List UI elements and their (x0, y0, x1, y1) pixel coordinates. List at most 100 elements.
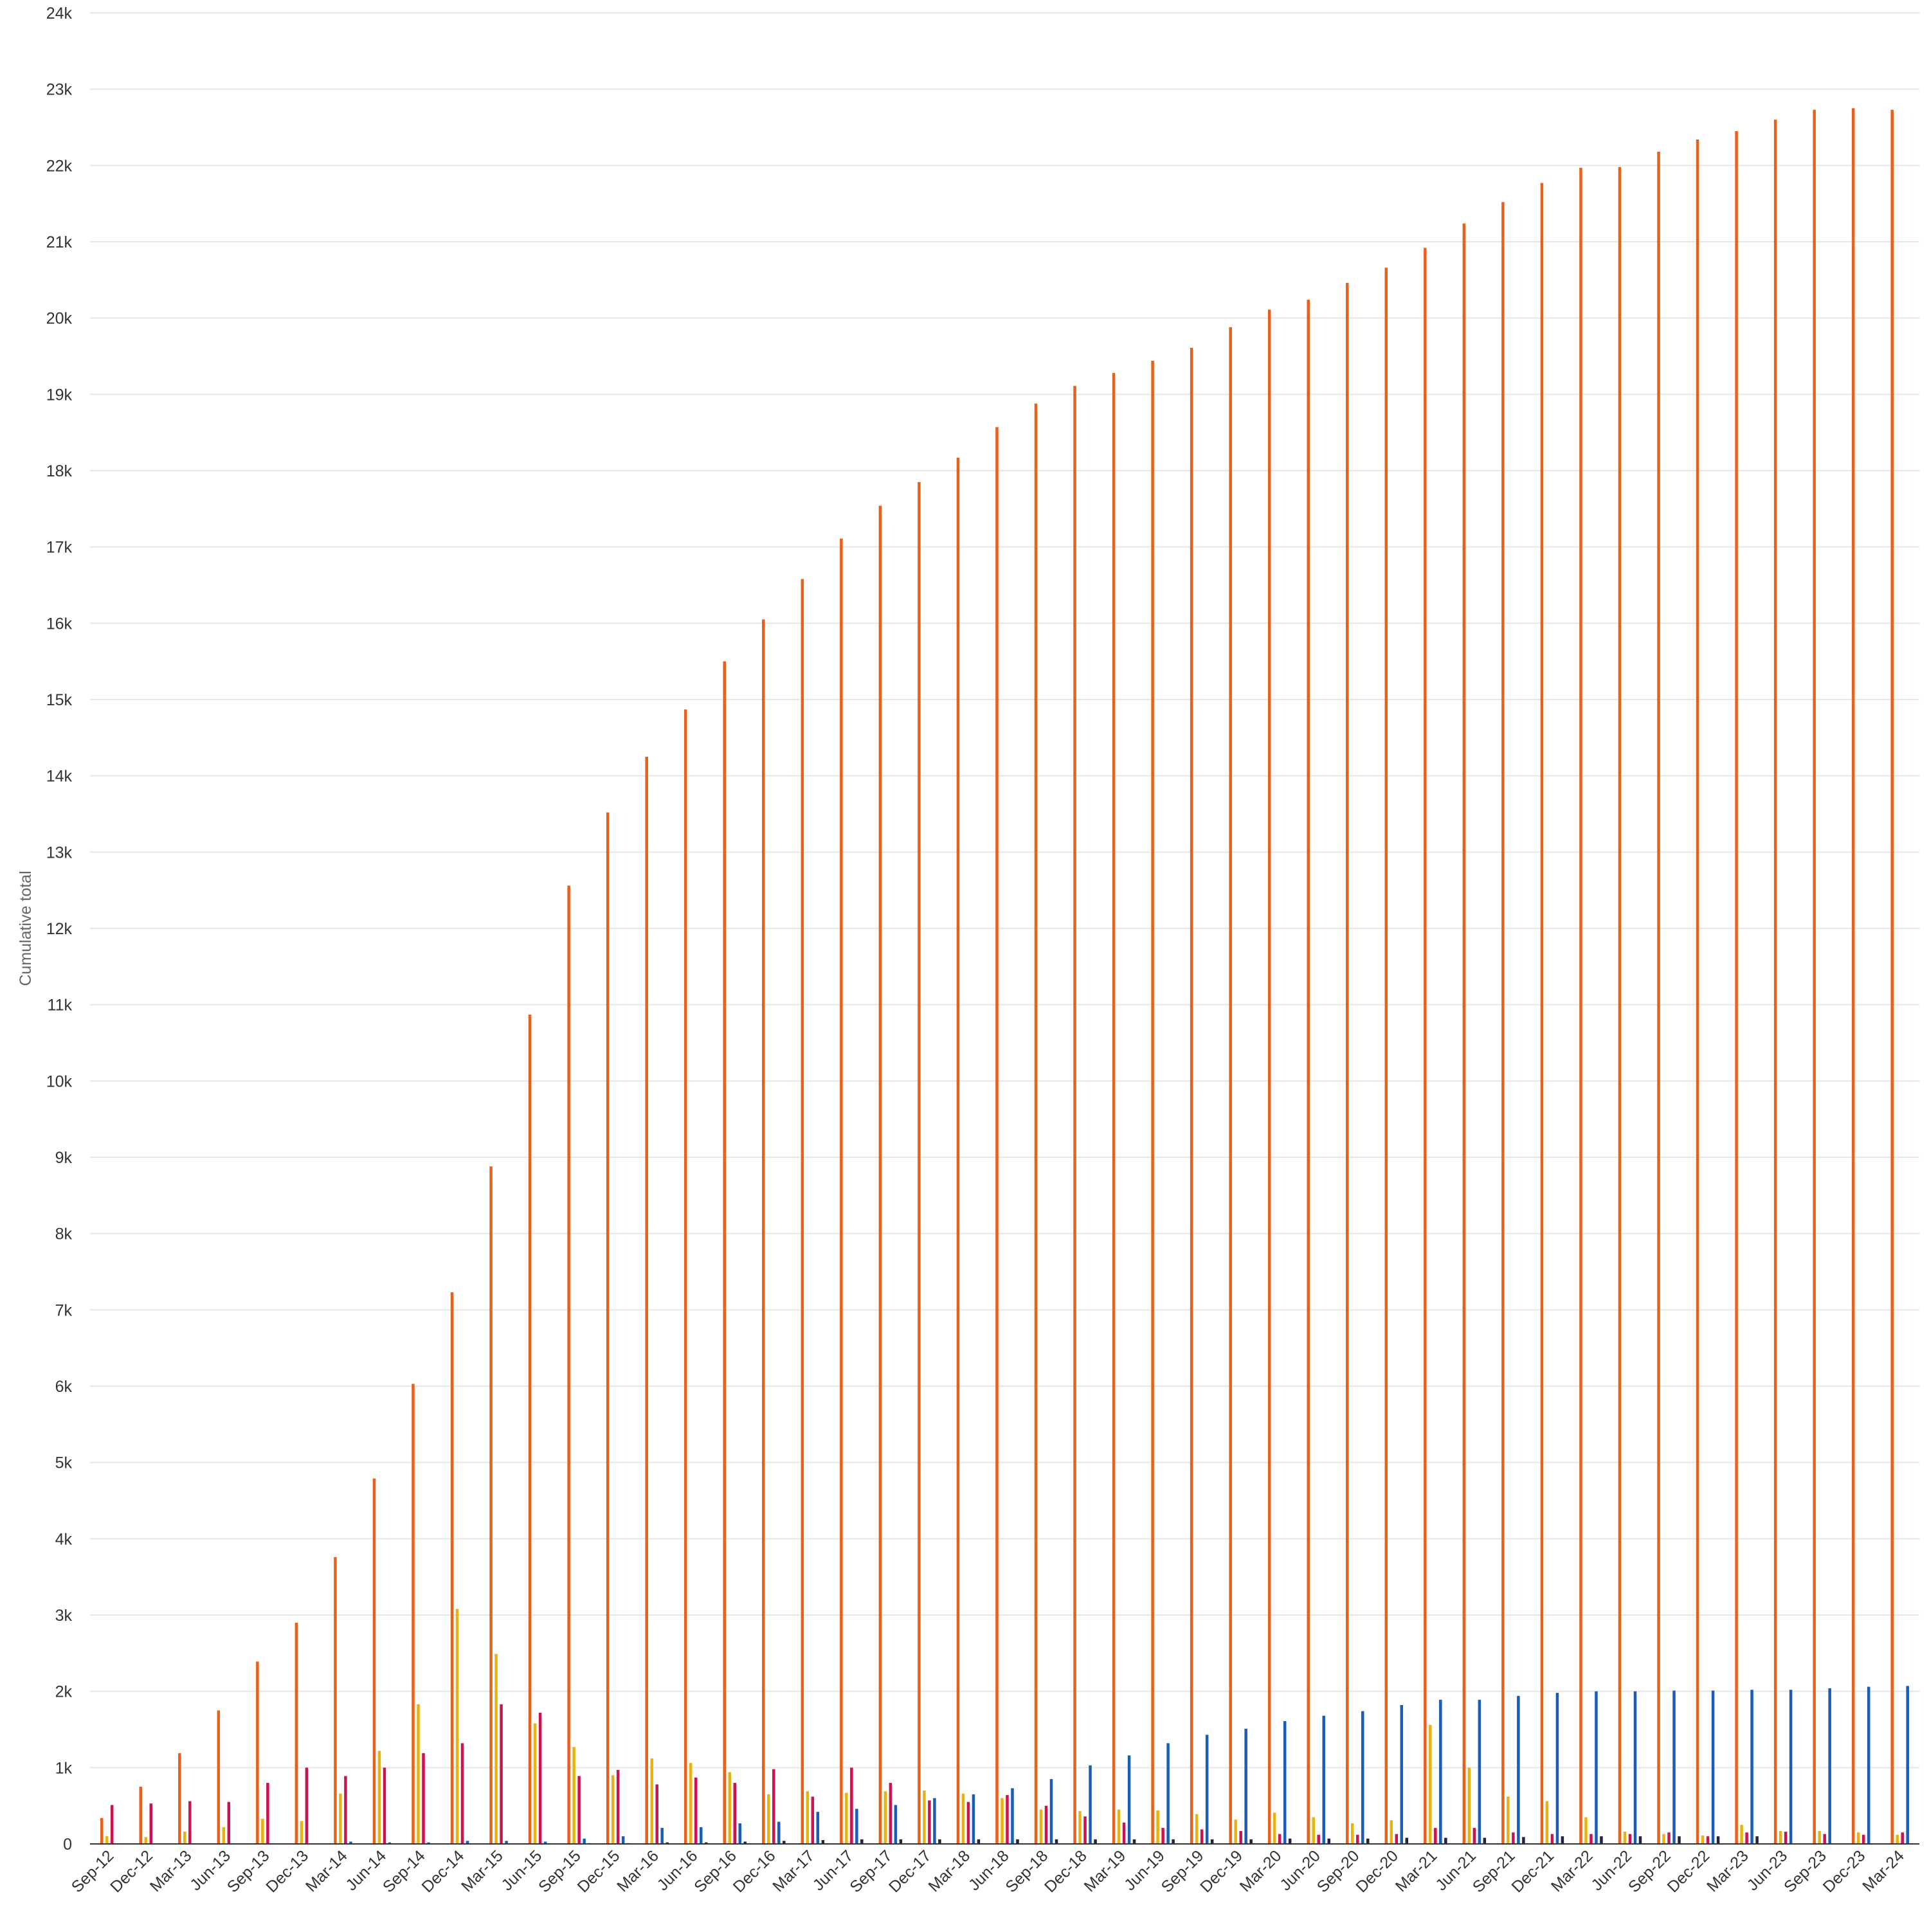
bar (899, 1839, 903, 1844)
x-tick-label: Mar-13 (147, 1846, 195, 1895)
bar (1861, 1834, 1865, 1844)
bar (1390, 1820, 1393, 1844)
bar (972, 1794, 975, 1844)
bar (1151, 361, 1154, 1844)
bar (1172, 1839, 1175, 1844)
x-tick-label: Sep-23 (1780, 1846, 1830, 1896)
y-tick-label: 23k (46, 81, 73, 99)
bar (1483, 1837, 1487, 1844)
bar (1623, 1832, 1627, 1844)
bar (261, 1818, 264, 1844)
bar (422, 1753, 425, 1844)
bar (1278, 1834, 1281, 1844)
bar (1011, 1788, 1014, 1844)
x-tick-label: Mar-20 (1236, 1846, 1285, 1895)
bar (494, 1654, 498, 1844)
x-tick-label: Mar-16 (613, 1846, 662, 1895)
bar (383, 1767, 386, 1844)
bar (1735, 131, 1738, 1844)
bar (743, 1841, 747, 1844)
bar (1307, 300, 1310, 1844)
bar (616, 1769, 620, 1844)
x-tick-label: Sep-22 (1625, 1846, 1674, 1896)
y-tick-label: 17k (46, 539, 73, 557)
bar (149, 1803, 153, 1844)
bar (850, 1767, 853, 1844)
bar (1667, 1832, 1671, 1844)
bar (1657, 151, 1660, 1844)
bar (1055, 1839, 1058, 1844)
bar (1755, 1836, 1759, 1844)
bar (305, 1767, 309, 1844)
bar (1467, 1767, 1471, 1844)
bar (1628, 1834, 1632, 1844)
bar (767, 1794, 770, 1844)
bar (1200, 1829, 1204, 1844)
bar (300, 1821, 303, 1844)
y-tick-label: 3k (55, 1607, 73, 1625)
x-tick-label: Mar-14 (302, 1846, 351, 1895)
bar (1312, 1817, 1315, 1844)
x-tick-label: Sep-12 (68, 1846, 118, 1896)
bar (1006, 1795, 1009, 1844)
bar (1472, 1828, 1476, 1844)
bar (655, 1784, 658, 1844)
bar (801, 579, 804, 1845)
x-tick-label: Dec-12 (107, 1846, 156, 1896)
y-tick-label: 19k (46, 386, 73, 404)
y-axis-label: Cumulative total (17, 871, 35, 986)
bar (738, 1823, 742, 1844)
bar (111, 1805, 114, 1844)
bar (1638, 1836, 1642, 1844)
bar (883, 1791, 887, 1844)
bar (650, 1758, 653, 1844)
bar (694, 1777, 698, 1844)
y-tick-label: 9k (55, 1149, 73, 1167)
x-tick-label: Sep-13 (224, 1846, 273, 1896)
bar (938, 1839, 941, 1844)
bar (505, 1841, 508, 1844)
bar (489, 1166, 493, 1844)
y-tick-label: 1k (55, 1759, 73, 1777)
x-tick-label: Dec-15 (574, 1846, 624, 1896)
x-tick-label: Mar-24 (1859, 1846, 1908, 1895)
bar (1288, 1838, 1292, 1844)
bar (577, 1776, 581, 1844)
bar (995, 427, 999, 1845)
bar (1210, 1839, 1214, 1844)
bar (933, 1798, 936, 1844)
bar (821, 1840, 825, 1844)
x-tick-label: Sep-17 (846, 1846, 896, 1896)
bar (1818, 1830, 1821, 1844)
bar (1856, 1832, 1860, 1844)
bar (1507, 1796, 1510, 1844)
bar (388, 1842, 392, 1844)
x-tick-label: Dec-16 (730, 1846, 779, 1896)
bar (266, 1783, 269, 1844)
bar (1501, 202, 1505, 1844)
gridlines (90, 12, 1919, 1769)
bar (1322, 1715, 1325, 1844)
bar (1161, 1828, 1164, 1844)
bar (1901, 1832, 1904, 1844)
bar (1073, 386, 1076, 1844)
bar (1239, 1830, 1242, 1844)
bar (188, 1801, 192, 1844)
bar (723, 661, 727, 1844)
bar (1127, 1755, 1131, 1844)
bar (1327, 1838, 1330, 1844)
x-tick-label: Dec-20 (1352, 1846, 1402, 1896)
y-tick-label: 6k (55, 1378, 73, 1396)
bar (1745, 1832, 1748, 1844)
bar (1522, 1837, 1525, 1844)
bar (1166, 1743, 1170, 1844)
bar (1540, 183, 1544, 1844)
bar (961, 1793, 965, 1844)
bar (1696, 139, 1699, 1845)
bar (1117, 1809, 1121, 1844)
bar (1001, 1798, 1004, 1844)
bar (1701, 1835, 1705, 1844)
bar (1434, 1828, 1437, 1844)
bar (543, 1841, 547, 1844)
x-tick-label: Mar-17 (769, 1846, 818, 1895)
